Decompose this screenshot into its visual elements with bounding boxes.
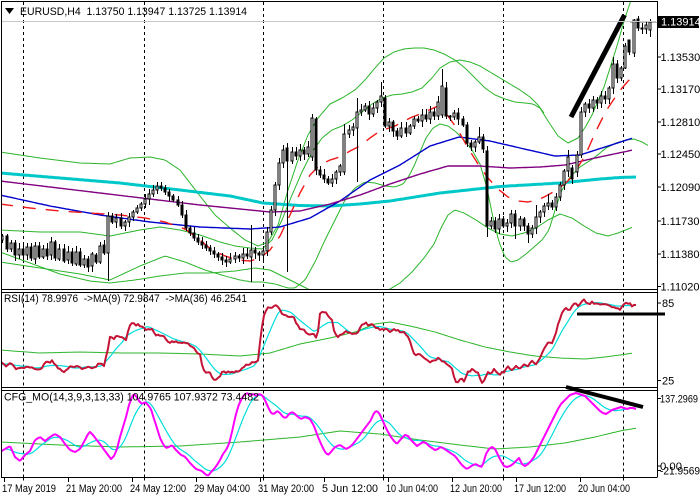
svg-text:31 May 20:00: 31 May 20:00	[258, 483, 314, 495]
svg-text:1.11730: 1.11730	[661, 216, 700, 228]
svg-text:1.11380: 1.11380	[661, 249, 700, 261]
svg-text:24 May 12:00: 24 May 12:00	[130, 483, 186, 495]
svg-text:137.2969: 137.2969	[660, 394, 698, 406]
svg-text:-21.9569: -21.9569	[660, 466, 700, 478]
svg-text:1.13530: 1.13530	[661, 52, 700, 64]
svg-text:29 May 04:00: 29 May 04:00	[194, 483, 250, 495]
svg-text:21 May 20:00: 21 May 20:00	[66, 483, 122, 495]
svg-text:0.00: 0.00	[660, 461, 682, 473]
svg-text:10 Jun 04:00: 10 Jun 04:00	[386, 483, 438, 495]
svg-text:1.11020: 1.11020	[661, 282, 700, 294]
svg-text:1.12810: 1.12810	[661, 117, 700, 129]
svg-text:RSI(14) 78.9976 ->MA(9) 72.98: RSI(14) 78.9976 ->MA(9) 72.9847 ->MA(36)…	[4, 293, 247, 305]
svg-text:EURUSD,H4 1.13750 1.13947 1.1: EURUSD,H4 1.13750 1.13947 1.13725 1.1391…	[20, 6, 247, 18]
svg-text:20 Jun 04:00: 20 Jun 04:00	[578, 483, 630, 495]
svg-text:1.13914: 1.13914	[661, 17, 700, 29]
svg-text:85: 85	[662, 298, 674, 310]
svg-text:12 Jun 20:00: 12 Jun 20:00	[450, 483, 502, 495]
svg-text:5 Jun 12:00: 5 Jun 12:00	[322, 483, 378, 495]
svg-text:17 May 2019: 17 May 2019	[2, 483, 56, 495]
svg-text:1.13170: 1.13170	[661, 84, 700, 96]
svg-text:25: 25	[662, 376, 674, 388]
svg-text:CFG_MO(14,3,9,3,13,33) 104.976: CFG_MO(14,3,9,3,13,33) 104.9765 107.9372…	[4, 392, 259, 404]
svg-text:1.12090: 1.12090	[661, 182, 700, 194]
svg-text:1.12450: 1.12450	[661, 149, 700, 161]
svg-text:17 Jun 12:00: 17 Jun 12:00	[514, 483, 566, 495]
